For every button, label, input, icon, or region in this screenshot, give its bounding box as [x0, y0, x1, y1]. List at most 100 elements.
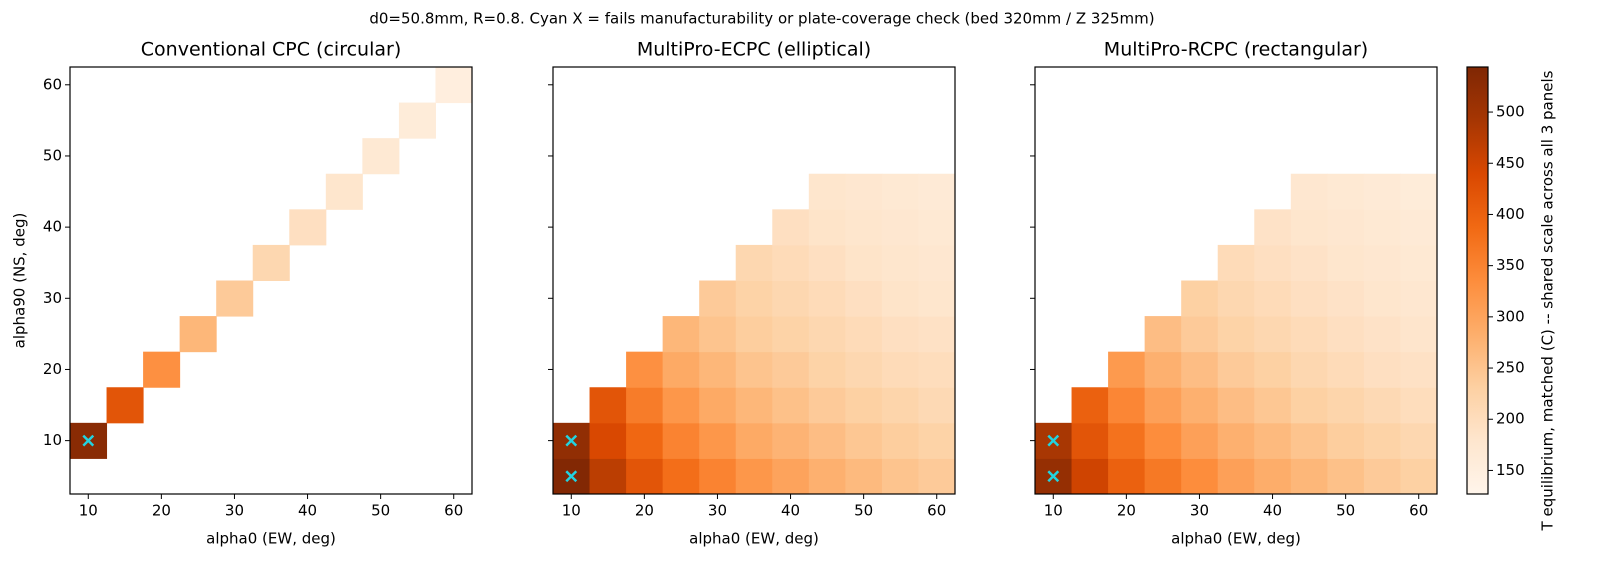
axes-frame — [69, 66, 473, 495]
heat-cell — [699, 351, 737, 388]
heat-cell — [808, 280, 846, 317]
heat-cell — [1290, 351, 1328, 388]
heat-cell — [845, 422, 883, 459]
heat-cell — [735, 422, 773, 459]
heat-cell — [845, 209, 883, 246]
heat-cell — [699, 280, 737, 317]
heat-cell — [808, 351, 846, 388]
heat-cell — [1400, 209, 1438, 246]
y-axis-label: alpha90 (NS, deg) — [11, 213, 29, 349]
heat-cell — [1400, 458, 1438, 495]
heat-cell — [626, 387, 664, 424]
heat-cell — [1181, 316, 1219, 353]
heat-cell — [1327, 422, 1365, 459]
y-tick-label: 30 — [43, 289, 62, 307]
heat-cell — [626, 351, 664, 388]
heat-cell — [1144, 422, 1182, 459]
x-tick-label: 30 — [708, 502, 727, 520]
heat-cell — [1327, 351, 1365, 388]
heat-cell — [325, 173, 363, 210]
x-axis-label: alpha0 (EW, deg) — [1171, 530, 1301, 548]
heat-cell — [881, 280, 919, 317]
heat-cell — [1400, 280, 1438, 317]
heat-cell — [772, 244, 810, 281]
x-tick-label: 10 — [562, 502, 581, 520]
x-tick-label: 50 — [371, 502, 390, 520]
heat-cell — [699, 458, 737, 495]
panel-title: MultiPro-ECPC (elliptical) — [637, 39, 871, 61]
heat-cell — [918, 280, 956, 317]
heat-cell — [735, 244, 773, 281]
colorbar-tick-label: 300 — [1496, 307, 1525, 325]
heat-cell — [1181, 387, 1219, 424]
heat-cell — [735, 458, 773, 495]
heat-cell — [772, 422, 810, 459]
heat-cell — [918, 458, 956, 495]
heat-cell — [1181, 458, 1219, 495]
heat-cell — [1071, 387, 1109, 424]
heat-cell — [699, 316, 737, 353]
colorbar-label: T equilibrium, matched (C) -- shared sca… — [1539, 70, 1557, 531]
y-tick-label: 20 — [43, 360, 62, 378]
heat-cell — [1254, 316, 1292, 353]
heat-cell — [1363, 387, 1401, 424]
panel-title: Conventional CPC (circular) — [141, 39, 401, 61]
heat-cell — [808, 244, 846, 281]
x-tick-label: 30 — [225, 502, 244, 520]
heat-cell — [362, 138, 400, 175]
x-tick-label: 60 — [927, 502, 946, 520]
heat-cell — [1363, 244, 1401, 281]
heat-cell — [881, 422, 919, 459]
heat-cell — [918, 209, 956, 246]
heat-cell — [1290, 209, 1328, 246]
heat-cell — [881, 458, 919, 495]
heat-cell — [881, 316, 919, 353]
x-tick-label: 50 — [1336, 502, 1355, 520]
heat-cell — [662, 316, 700, 353]
heat-cell — [1400, 387, 1438, 424]
heat-cell — [1327, 316, 1365, 353]
heat-cell — [662, 351, 700, 388]
heat-cell — [772, 458, 810, 495]
x-axis-label: alpha0 (EW, deg) — [689, 530, 819, 548]
heat-cell — [1400, 173, 1438, 210]
heat-cell — [808, 173, 846, 210]
heat-cell — [1181, 280, 1219, 317]
x-tick-label: 60 — [444, 502, 463, 520]
colorbar-tick-label: 150 — [1496, 461, 1525, 479]
y-tick-label: 40 — [43, 218, 62, 236]
fail-marker — [1047, 470, 1060, 483]
colorbar-tick-label: 350 — [1496, 256, 1525, 274]
heat-cell — [881, 209, 919, 246]
heat-cell — [918, 316, 956, 353]
heat-cell — [662, 458, 700, 495]
heat-cell — [772, 316, 810, 353]
heat-cell — [1108, 422, 1146, 459]
x-tick-label: 20 — [635, 502, 654, 520]
x-tick-label: 10 — [79, 502, 98, 520]
heat-cell — [1363, 316, 1401, 353]
heat-cell — [1071, 458, 1109, 495]
heat-cell — [699, 422, 737, 459]
panel-title: MultiPro-RCPC (rectangular) — [1104, 39, 1368, 61]
heat-cell — [845, 458, 883, 495]
colorbar-tick-label: 200 — [1496, 410, 1525, 428]
heat-cell — [918, 422, 956, 459]
heat-cell — [289, 209, 327, 246]
y-tick-label: 10 — [43, 431, 62, 449]
heat-cell — [662, 387, 700, 424]
heat-cell — [589, 422, 627, 459]
heat-cell — [1217, 316, 1255, 353]
heat-cell — [589, 458, 627, 495]
heat-cell — [1363, 422, 1401, 459]
heat-cell — [845, 387, 883, 424]
heat-cell — [398, 102, 436, 139]
heat-cell — [1400, 351, 1438, 388]
heat-cell — [808, 422, 846, 459]
heat-cell — [1254, 458, 1292, 495]
heat-cell — [216, 280, 254, 317]
heat-cell — [1181, 351, 1219, 388]
heat-cell — [1327, 280, 1365, 317]
colorbar-tick-label: 400 — [1496, 205, 1525, 223]
heat-cell — [1108, 458, 1146, 495]
